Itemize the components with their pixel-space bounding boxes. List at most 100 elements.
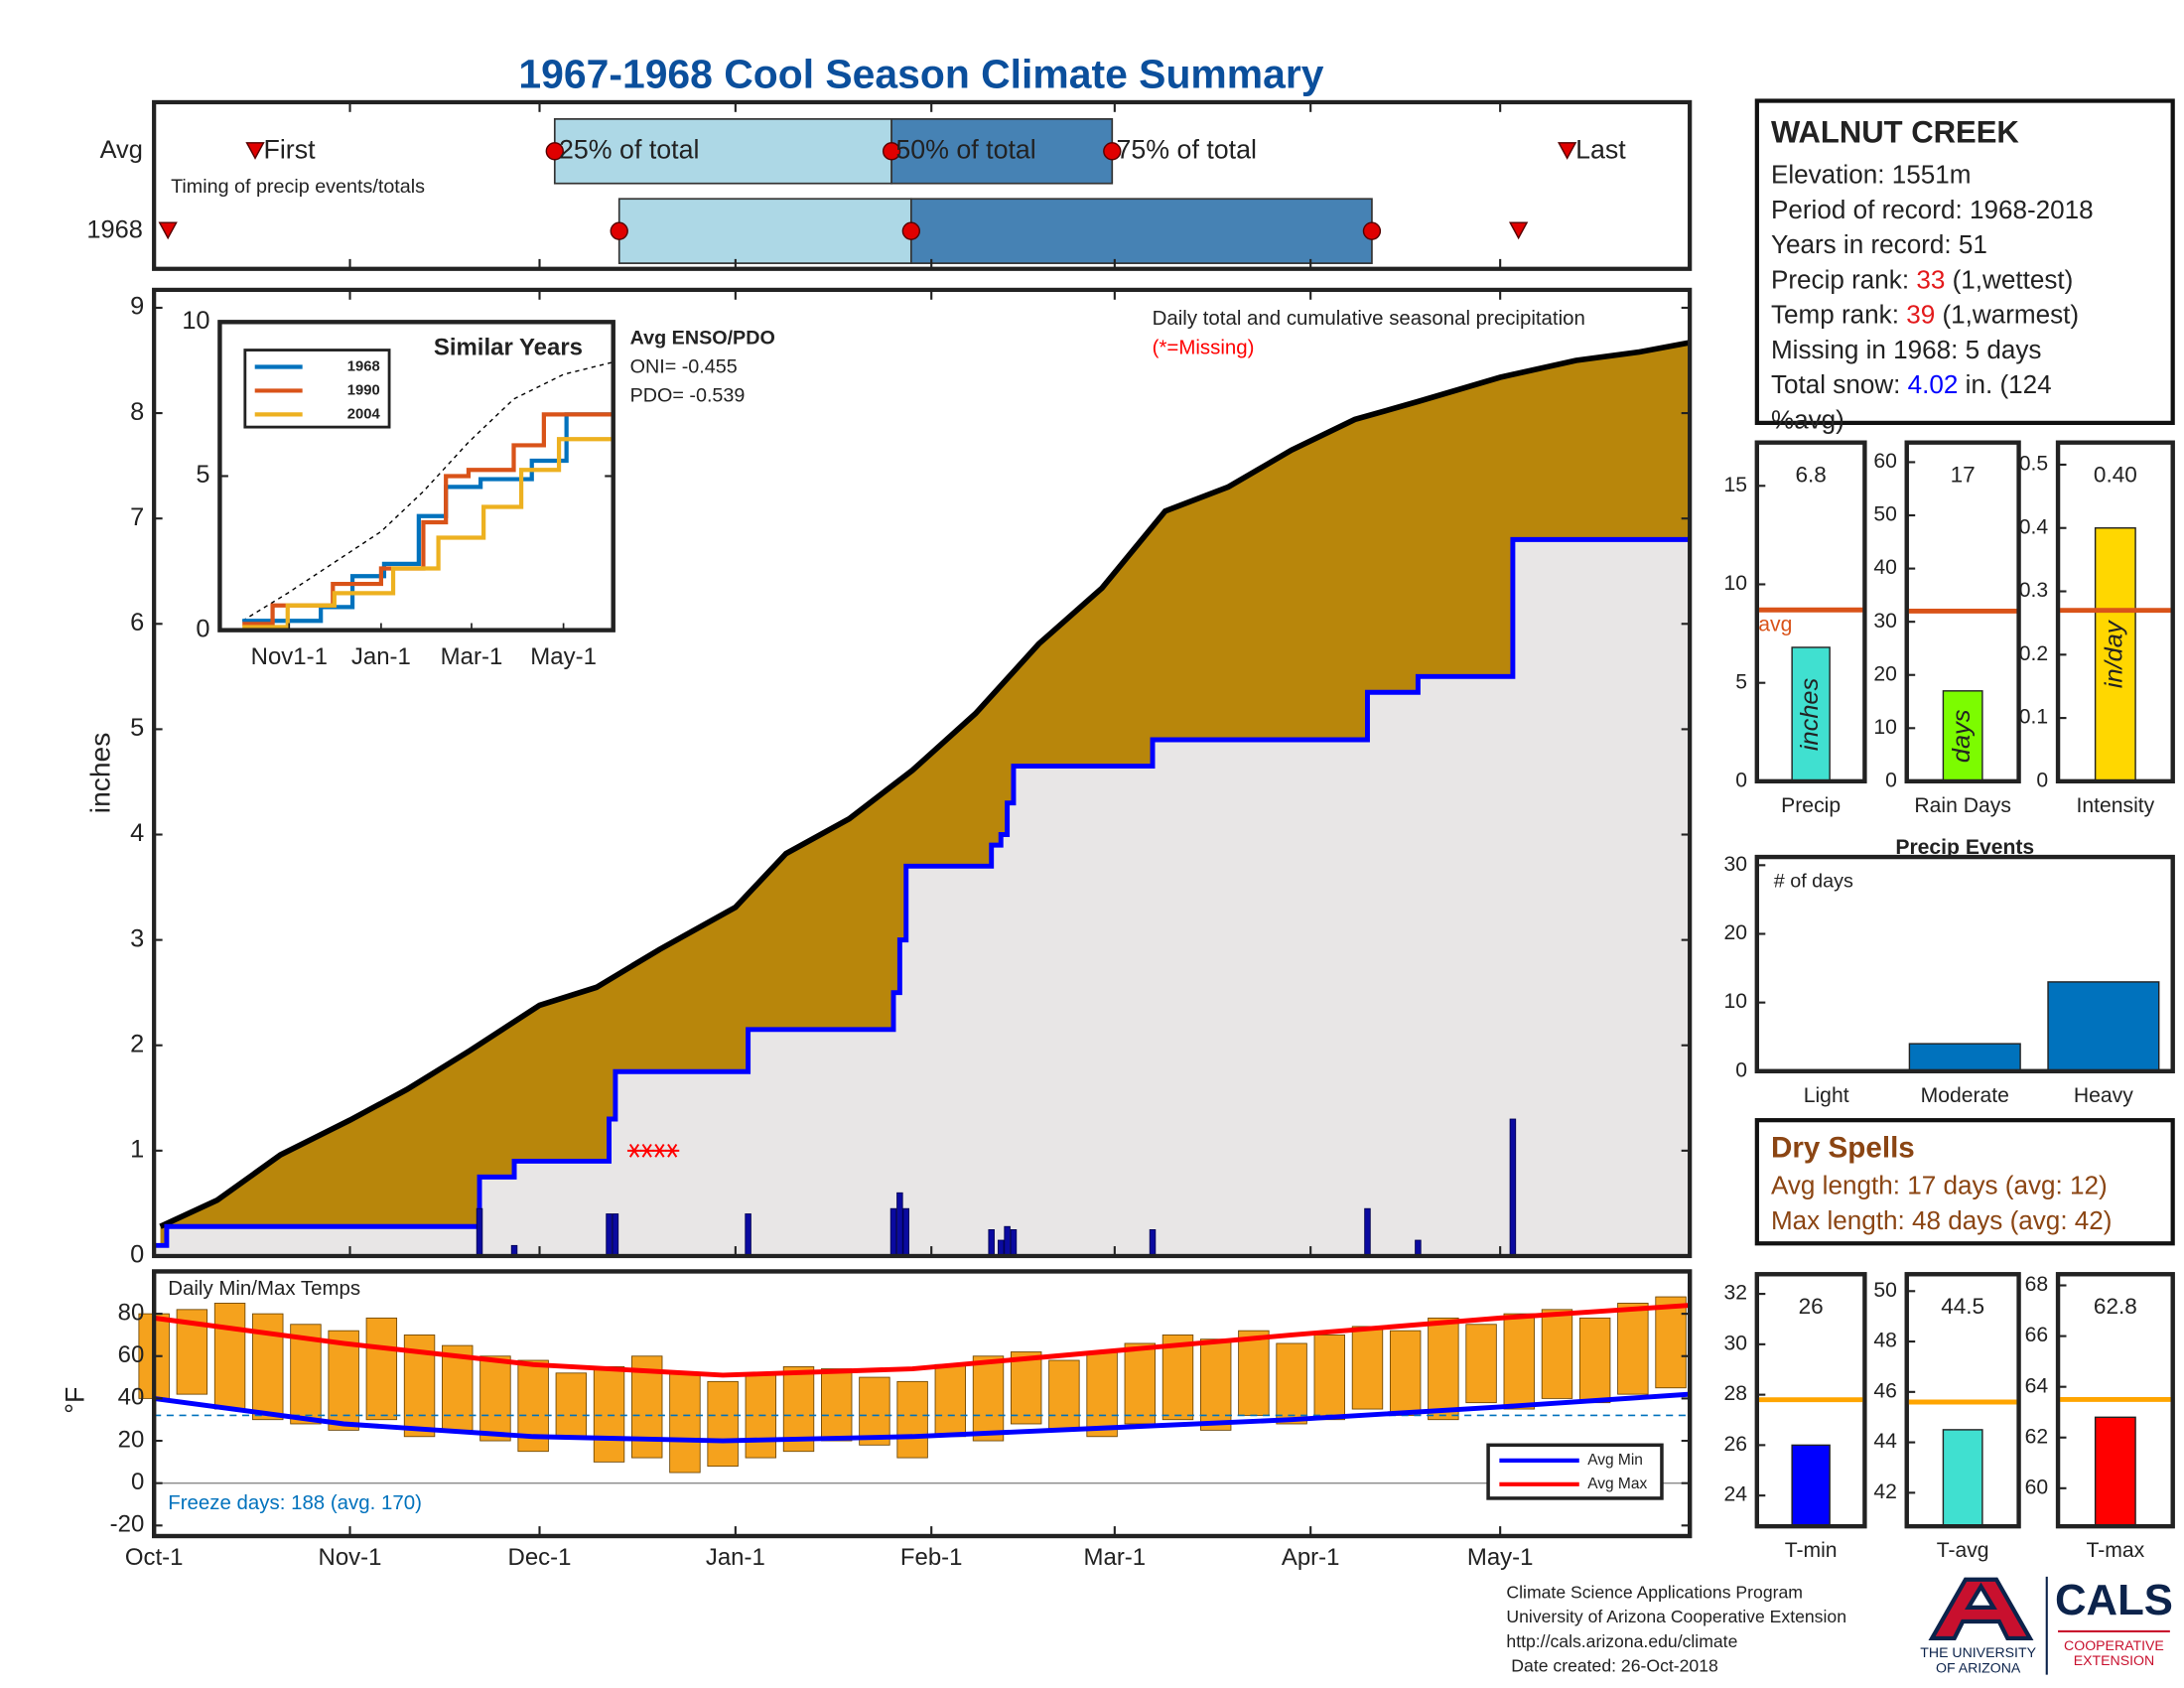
y-tick-label: 26 — [1723, 1433, 1747, 1456]
bar — [1791, 1444, 1831, 1527]
observed-area — [154, 539, 1691, 1256]
y-tick-label: 9 — [130, 293, 144, 321]
timing-marker — [545, 142, 564, 161]
y-tick-label: 0 — [2036, 769, 2048, 791]
timing-box — [553, 118, 892, 185]
y-tick-label: 50 — [1873, 503, 1897, 526]
temp-bar — [859, 1376, 890, 1446]
legend-label: 1968 — [347, 358, 380, 374]
station-text: Temp rank: — [1771, 300, 1906, 330]
temp-bar — [213, 1303, 246, 1410]
station-note: (1,warmest) — [1935, 300, 2079, 330]
temp-bar — [972, 1355, 1005, 1442]
y-tick-label: 30 — [1723, 853, 1747, 876]
daily-bar — [896, 1192, 903, 1257]
station-text: Period of record: 1968-2018 — [1771, 195, 2094, 224]
temp-bar — [1161, 1335, 1194, 1421]
station-line: Elevation: 1551m — [1771, 160, 1972, 190]
timing-marker — [1508, 221, 1529, 240]
temp-bar — [1351, 1326, 1384, 1410]
y-tick-label: 62 — [2025, 1425, 2049, 1448]
timing-box — [890, 118, 1114, 185]
marker-label: 25% of total — [559, 134, 699, 164]
marker-label: 75% of total — [1117, 134, 1257, 164]
logo-extension: EXTENSION — [2074, 1652, 2154, 1668]
daily-bar — [1364, 1207, 1371, 1257]
daily-bar — [997, 1239, 1005, 1257]
inset-title: Similar Years — [434, 334, 583, 360]
y-tick-label: 5 — [130, 714, 144, 742]
station-line: Period of record: 1968-2018 — [1771, 195, 2094, 224]
temp-bar — [1541, 1309, 1573, 1399]
temp-bar — [1578, 1317, 1611, 1404]
x-tick-label: Mar-1 — [1084, 1544, 1147, 1571]
x-tick-label: Dec-1 — [508, 1544, 572, 1571]
daily-bar — [1010, 1229, 1018, 1257]
avg-temp-line — [153, 1391, 1691, 1444]
x-tick-label: Oct-1 — [125, 1544, 184, 1571]
station-line: Temp rank: 39 (1,warmest) — [1771, 300, 2079, 330]
y-tick-label: 4 — [130, 819, 144, 847]
y-tick-label: 66 — [2025, 1324, 2049, 1346]
plot-frame — [152, 287, 1693, 1259]
marker-label: First — [263, 134, 316, 164]
y-tick-label: 48 — [1873, 1330, 1897, 1352]
y-tick-label: 0.2 — [2019, 642, 2048, 665]
y-tick-label: 44 — [1873, 1430, 1897, 1453]
missing-marker — [665, 1143, 680, 1158]
footer-line: Climate Science Applications Program — [1506, 1582, 1803, 1602]
y-tick-label: 3 — [130, 924, 144, 952]
y-tick-label: 0.1 — [2019, 706, 2048, 729]
station-text: %avg) — [1771, 404, 1844, 434]
footer-line: University of Arizona Cooperative Extens… — [1506, 1607, 1846, 1626]
legend-label: Avg Max — [1587, 1476, 1647, 1492]
y-tick-label: 46 — [1873, 1379, 1897, 1402]
station-box — [1754, 98, 2175, 425]
plot-frame — [1904, 1272, 2021, 1529]
temp-bar — [669, 1372, 701, 1474]
legend-label: Avg Min — [1587, 1452, 1643, 1469]
temp-bar — [1124, 1342, 1156, 1425]
plot-frame — [1754, 1272, 1867, 1529]
y-tick-label: 50 — [1873, 1279, 1897, 1302]
x-tick-label: Feb-1 — [900, 1544, 963, 1571]
bar — [1791, 646, 1831, 782]
daily-bar — [889, 1207, 897, 1257]
x-tick-label: T-avg — [1937, 1539, 1989, 1562]
y-tick-label: 60 — [2025, 1476, 2049, 1498]
missing-marker — [626, 1143, 642, 1158]
y-tick-label: 32 — [1723, 1282, 1747, 1305]
y-tick-label: 10 — [1723, 990, 1747, 1013]
x-tick-label: May-1 — [1467, 1544, 1534, 1571]
daily-bar — [1149, 1229, 1157, 1257]
value-label: 26 — [1799, 1294, 1824, 1319]
station-text: Years in record: 51 — [1771, 229, 1987, 259]
y-tick-label: 0.5 — [2019, 453, 2048, 476]
y-tick-label: 28 — [1723, 1382, 1747, 1405]
y-tick-label: 10 — [1723, 572, 1747, 595]
y-tick-label: 1 — [130, 1136, 144, 1164]
x-tick-label: Rain Days — [1914, 794, 2011, 817]
temp-bar — [479, 1355, 511, 1442]
x-tick-label: Intensity — [2076, 794, 2154, 817]
station-value: 33 — [1916, 264, 1945, 294]
temp-bar — [1199, 1338, 1232, 1431]
x-tick-label: Heavy — [2074, 1084, 2133, 1107]
station-text: Missing in 1968: 5 days — [1771, 335, 2042, 364]
value-label: 0.40 — [2094, 462, 2137, 487]
y-tick-label: 68 — [2025, 1273, 2049, 1296]
daily-bar — [612, 1213, 619, 1257]
timing-marker — [882, 142, 901, 161]
bar — [2094, 527, 2136, 782]
x-tick-label: Apr-1 — [1282, 1544, 1340, 1571]
y-tick-label: 60 — [1873, 450, 1897, 473]
temp-bar — [1655, 1296, 1687, 1389]
x-tick-label: Nov-1 — [319, 1544, 382, 1571]
timing-marker — [245, 142, 265, 160]
annotation: Avg ENSO/PDO — [630, 327, 775, 349]
temp-bar — [328, 1330, 359, 1431]
y-tick-label: 30 — [1723, 1332, 1747, 1354]
station-text: Elevation: 1551m — [1771, 160, 1972, 190]
y-tick-label: 0 — [196, 615, 209, 642]
series-line — [242, 412, 614, 624]
